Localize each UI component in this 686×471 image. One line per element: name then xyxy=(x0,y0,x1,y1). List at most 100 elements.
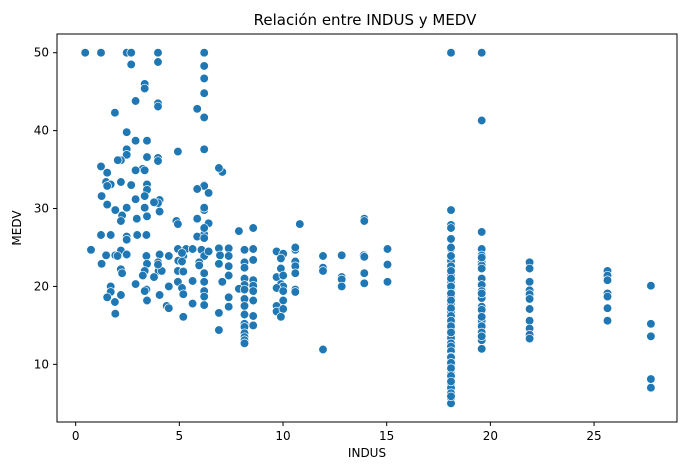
data-point xyxy=(140,286,150,296)
data-point xyxy=(149,197,159,207)
data-point xyxy=(248,255,258,265)
data-point xyxy=(477,227,487,237)
data-point xyxy=(96,161,106,172)
data-point xyxy=(86,245,96,255)
data-point xyxy=(203,246,214,257)
data-point xyxy=(102,168,112,178)
data-point xyxy=(122,127,132,137)
data-point xyxy=(199,233,209,243)
data-point xyxy=(446,234,456,244)
data-point xyxy=(477,312,487,322)
data-point xyxy=(446,303,456,313)
data-point xyxy=(199,61,209,71)
data-point xyxy=(117,268,127,278)
data-point xyxy=(215,250,225,260)
data-point xyxy=(110,108,120,118)
data-point xyxy=(524,277,535,287)
data-point xyxy=(126,48,136,58)
data-point xyxy=(142,295,152,306)
x-tick-label: 10 xyxy=(275,429,290,443)
data-point xyxy=(318,251,328,261)
data-point xyxy=(110,205,120,215)
data-point xyxy=(446,376,456,387)
data-point xyxy=(278,286,288,296)
data-point xyxy=(154,249,165,260)
data-point xyxy=(248,286,258,296)
data-point xyxy=(214,163,224,173)
data-point xyxy=(359,252,369,262)
data-point xyxy=(153,156,163,166)
data-point xyxy=(477,288,487,299)
data-point xyxy=(102,199,112,210)
data-point xyxy=(142,211,152,221)
data-point xyxy=(153,57,163,67)
data-point xyxy=(130,165,141,175)
data-point xyxy=(116,216,126,226)
data-point xyxy=(382,277,393,287)
data-point xyxy=(234,226,244,236)
data-point xyxy=(477,115,487,126)
data-point xyxy=(276,312,286,322)
data-point xyxy=(130,136,141,146)
data-point xyxy=(194,260,204,271)
points-layer xyxy=(80,48,656,408)
data-point xyxy=(122,203,132,213)
data-point xyxy=(154,290,165,300)
data-point xyxy=(290,242,300,253)
data-point xyxy=(140,191,150,201)
data-point xyxy=(248,295,258,306)
x-tick-label: 0 xyxy=(72,429,80,443)
y-tick-label: 50 xyxy=(34,46,49,60)
data-point xyxy=(602,275,613,285)
y-tick-label: 20 xyxy=(34,279,49,293)
ticks-layer: 0 5 10 15 20 25 10 20 30 40 50 xyxy=(34,46,602,443)
x-tick-label: 15 xyxy=(379,429,394,443)
data-point xyxy=(278,304,288,314)
data-point xyxy=(646,374,656,384)
data-point xyxy=(96,48,106,58)
data-point xyxy=(110,297,120,307)
plot-frame xyxy=(56,33,678,423)
data-point xyxy=(177,248,187,258)
data-point xyxy=(199,112,209,123)
data-point xyxy=(164,251,174,261)
data-point xyxy=(290,287,300,297)
data-point xyxy=(524,333,535,344)
data-point xyxy=(187,244,198,254)
data-point xyxy=(477,252,487,263)
data-point xyxy=(187,298,198,309)
data-point xyxy=(239,284,250,295)
data-point xyxy=(446,327,456,338)
data-point xyxy=(318,344,328,355)
data-point xyxy=(646,383,656,393)
data-point xyxy=(153,259,163,270)
data-point xyxy=(446,266,456,276)
data-point xyxy=(178,289,188,299)
data-point xyxy=(164,281,174,292)
y-axis-label: MEDV xyxy=(10,210,24,246)
data-point xyxy=(239,245,250,255)
data-point xyxy=(239,338,250,348)
data-point xyxy=(199,268,209,278)
data-point xyxy=(224,302,234,312)
data-point xyxy=(446,273,456,284)
data-point xyxy=(164,303,174,313)
data-point xyxy=(477,331,487,341)
x-axis-label: INDUS xyxy=(348,446,386,460)
data-point xyxy=(359,268,369,278)
data-point xyxy=(203,188,214,198)
data-point xyxy=(110,309,120,319)
chart-title: Relación entre INDUS y MEDV xyxy=(254,11,477,29)
data-point xyxy=(359,278,369,288)
data-point xyxy=(337,281,347,292)
data-point xyxy=(278,295,288,306)
data-point xyxy=(524,316,535,326)
data-point xyxy=(192,184,202,194)
data-point xyxy=(446,295,456,306)
data-point xyxy=(524,263,535,274)
data-point xyxy=(96,259,107,269)
data-point xyxy=(224,270,234,281)
data-point xyxy=(80,48,90,58)
data-point xyxy=(199,73,209,84)
data-point xyxy=(153,48,163,58)
